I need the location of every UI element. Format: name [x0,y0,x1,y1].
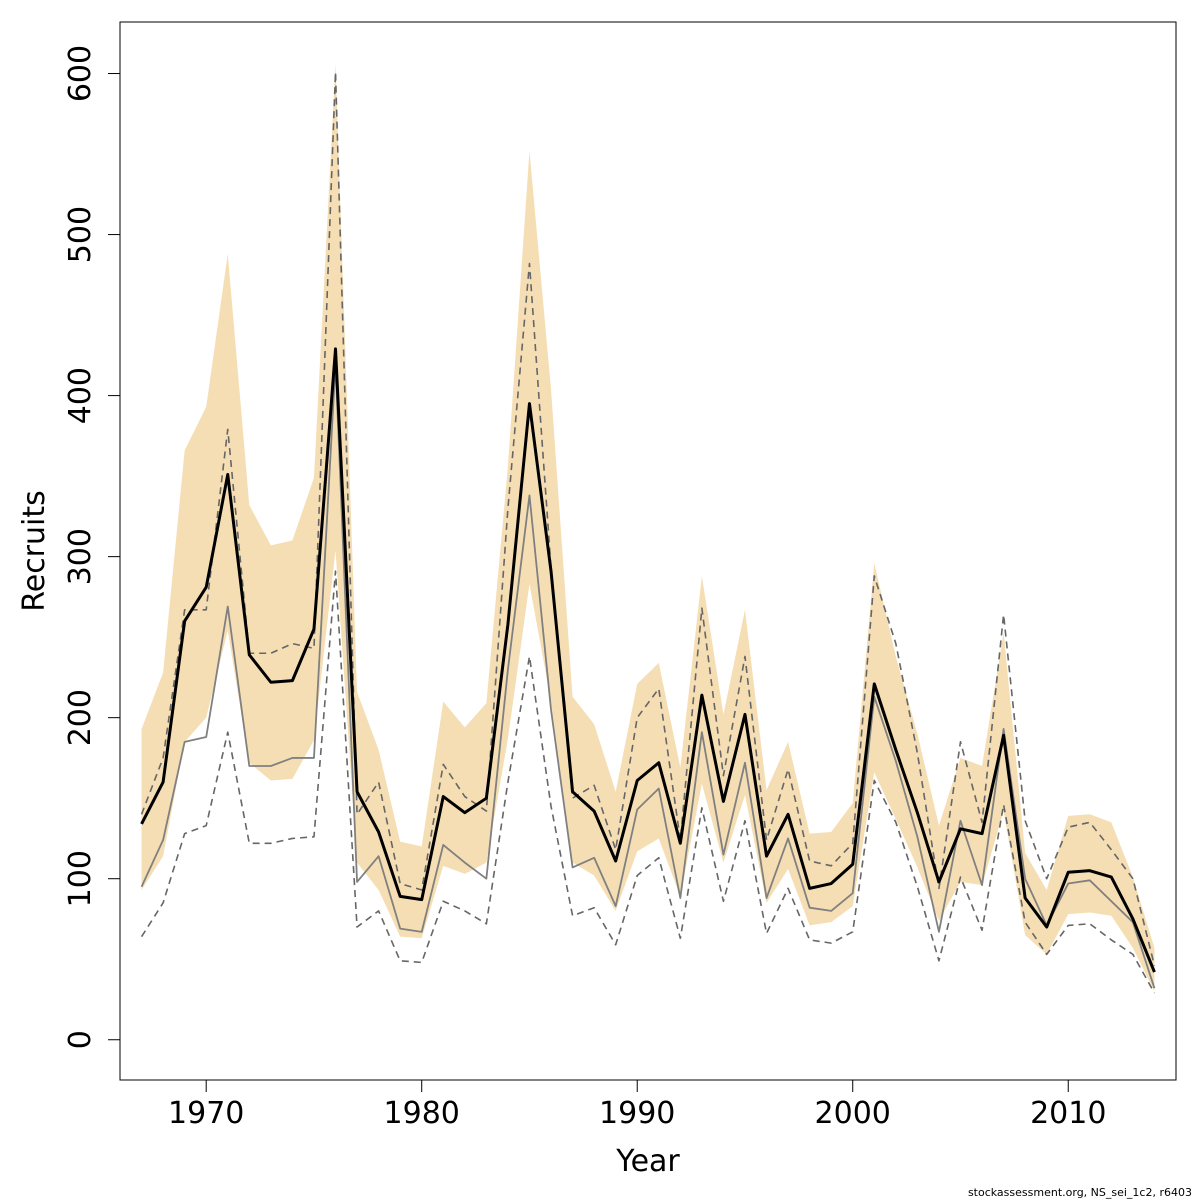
y-axis-title: Recruits [17,490,52,612]
alt-estimate-line [140,362,1156,989]
series-line-layer [140,71,1156,994]
x-axis-title: Year [615,1144,680,1179]
y-tick-label: 500 [63,206,98,263]
alt-lower-bound-line [140,570,1156,994]
y-axis: 0 100 200 300 400 500 600 [63,45,121,1049]
x-tick-label: 2000 [815,1096,891,1131]
y-tick-label: 100 [63,850,98,907]
confidence-band [141,63,1155,992]
alt-upper-bound-line [140,71,1156,966]
x-tick-label: 1970 [168,1096,244,1131]
x-tick-label: 2010 [1030,1096,1106,1131]
y-tick-label: 200 [63,689,98,746]
y-tick-label: 400 [63,367,98,424]
y-tick-label: 0 [63,1030,98,1049]
y-tick-label: 300 [63,528,98,585]
y-tick-label: 600 [63,45,98,102]
x-tick-label: 1980 [384,1096,460,1131]
x-tick-label: 1990 [599,1096,675,1131]
estimate-line [140,347,1156,973]
confidence-band-layer [141,63,1155,992]
credit-text: stockassessment.org, NS_sei_1c2, r6403 [968,1186,1192,1199]
x-axis: 1970 1980 1990 2000 2010 [168,1079,1106,1131]
